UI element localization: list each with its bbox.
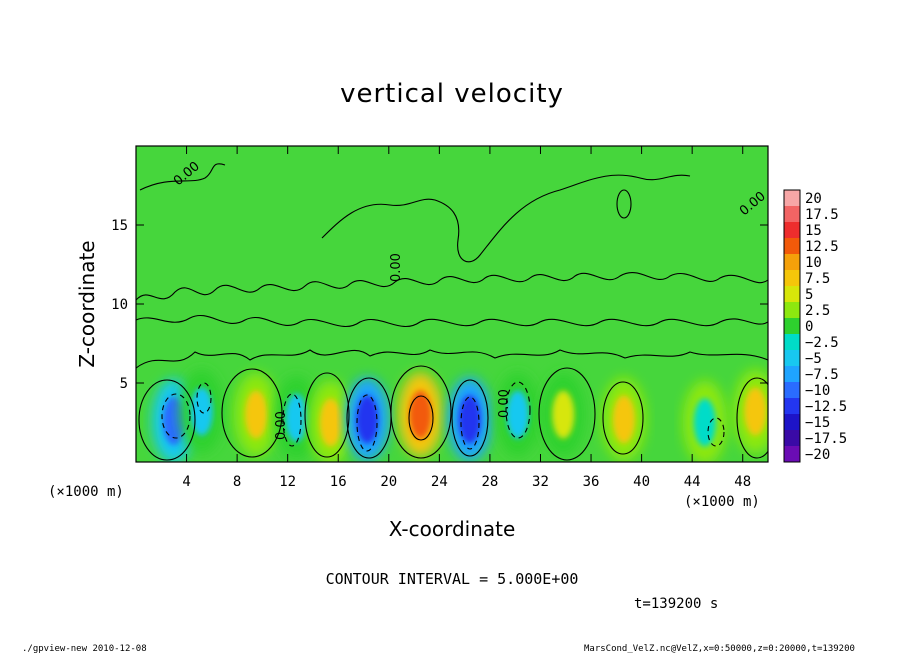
field-cell [458, 395, 481, 444]
colorbar-swatch [784, 366, 800, 383]
colorbar-label: −12.5 [805, 399, 847, 415]
colorbar-swatch [784, 398, 800, 415]
x-tick-label: 20 [380, 474, 397, 490]
field-cell [744, 387, 767, 436]
x-tick-label: 12 [279, 474, 296, 490]
field-cell [245, 390, 268, 439]
time-label: t=139200 s [634, 596, 718, 612]
colorbar-swatch [784, 238, 800, 255]
x-axis: 4 8 12 16 20 24 28 32 36 40 44 48 [182, 146, 751, 490]
y-tick-label: 15 [111, 218, 128, 234]
field-cell [693, 398, 716, 447]
colorbar-label: 12.5 [805, 239, 839, 255]
y-axis: 5 10 15 [111, 218, 768, 392]
colorbar-label: −2.5 [805, 335, 839, 351]
colorbar-label: 20 [805, 191, 822, 207]
colorbar-swatch [784, 190, 800, 207]
field-cell [319, 398, 342, 447]
contour-label: 0.00 [497, 389, 512, 418]
colorbar-swatch [784, 382, 800, 399]
x-tick-label: 32 [532, 474, 549, 490]
colorbar-swatch [784, 414, 800, 431]
field-cell [409, 390, 432, 439]
contour-label: 0.00 [389, 253, 404, 282]
field-cell [612, 395, 635, 444]
field-cell [190, 387, 213, 436]
footer-left: ./gpview-new 2010-12-08 [22, 644, 147, 654]
colorbar-label: −20 [805, 447, 830, 463]
y-axis-title: Z-coordinate [75, 240, 99, 367]
chart-title: vertical velocity [340, 79, 564, 109]
x-tick-label: 16 [330, 474, 347, 490]
colorbar-label: −17.5 [805, 431, 847, 447]
contour-label: 0.00 [274, 411, 289, 440]
y-tick-label: 10 [111, 297, 128, 313]
colorbar-swatch [784, 302, 800, 319]
x-tick-label: 40 [633, 474, 650, 490]
x-axis-title: X-coordinate [389, 517, 516, 541]
x-tick-label: 24 [431, 474, 448, 490]
x-tick-label: 48 [734, 474, 751, 490]
colorbar-swatch [784, 270, 800, 287]
colorbar-label: 7.5 [805, 271, 830, 287]
x-tick-label: 44 [684, 474, 701, 490]
colorbar-swatch [784, 446, 800, 463]
field-cell [506, 390, 529, 439]
colorbar-label: 10 [805, 255, 822, 271]
colorbar-label: 0 [805, 319, 813, 335]
colorbar-swatch [784, 334, 800, 351]
contour-lines [136, 163, 768, 461]
field-cell [162, 396, 185, 445]
field-cell [552, 390, 575, 439]
field-cell [285, 393, 308, 442]
colorbar-label: −7.5 [805, 367, 839, 383]
colorbar-label: −15 [805, 415, 830, 431]
x-tick-label: 28 [481, 474, 498, 490]
contour-interval: CONTOUR INTERVAL = 5.000E+00 [326, 570, 579, 588]
colorbar: 2017.51512.5107.552.50−2.5−5−7.5−10−12.5… [783, 189, 847, 463]
colorbar-swatch [784, 222, 800, 239]
x-tick-label: 36 [583, 474, 600, 490]
negative-contours [161, 381, 725, 452]
colorbar-swatch [784, 350, 800, 367]
x-tick-label: 4 [182, 474, 190, 490]
footer-right: MarsCond_VelZ.nc@VelZ,x=0:50000,z=0:2000… [584, 644, 855, 654]
colorbar-swatch [784, 318, 800, 335]
colorbar-frame [783, 189, 801, 463]
colorbar-swatch [784, 286, 800, 303]
colorbar-swatch [784, 430, 800, 447]
x-unit-label-left: (×1000 m) [48, 484, 124, 500]
y-tick-label: 5 [120, 376, 128, 392]
colorbar-label: −10 [805, 383, 830, 399]
colorbar-swatch [784, 206, 800, 223]
x-tick-label: 8 [233, 474, 241, 490]
colorbar-swatch [784, 254, 800, 271]
colorbar-label: −5 [805, 351, 822, 367]
colorbar-label: 15 [805, 223, 822, 239]
colorbar-label: 5 [805, 287, 813, 303]
colorbar-label: 2.5 [805, 303, 830, 319]
field-cell [356, 395, 379, 444]
x-unit-label-right: (×1000 m) [684, 494, 760, 510]
colorbar-label: 17.5 [805, 207, 839, 223]
